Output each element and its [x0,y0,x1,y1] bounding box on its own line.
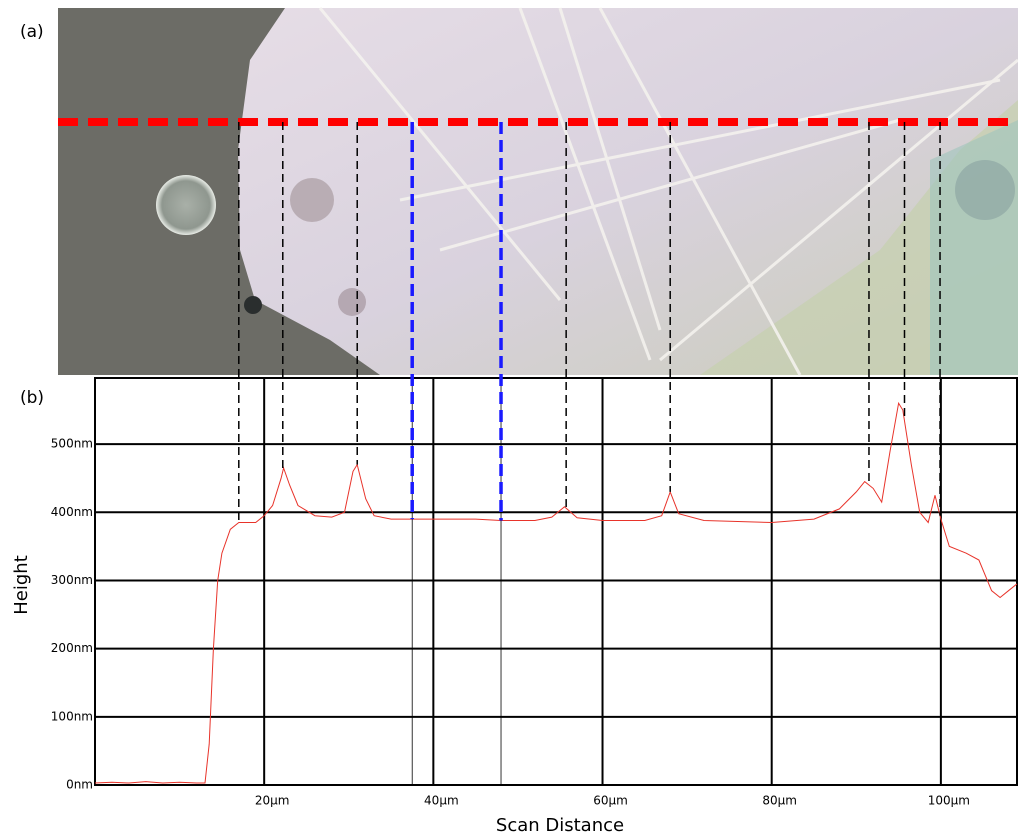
y-tick-label: 0nm [66,778,93,792]
panel-label: (b) [20,388,44,408]
y-tick-label: 500nm [51,437,93,451]
x-tick-label: 60µm [593,794,628,808]
micrograph [58,7,1018,376]
y-axis-label: Height [11,555,32,615]
x-tick-label: 100µm [928,794,970,808]
y-tick-label: 400nm [51,505,93,519]
x-tick-label: 40µm [424,794,459,808]
x-tick-label: 80µm [762,794,797,808]
y-tick-label: 200nm [51,641,93,655]
panel-label: (a) [20,22,44,42]
x-axis-label: Scan Distance [496,815,624,836]
x-tick-label: 20µm [255,794,290,808]
y-tick-label: 100nm [51,709,93,723]
y-tick-label: 300nm [51,573,93,587]
height-profile [94,401,1018,784]
plot-frame [94,377,1018,786]
